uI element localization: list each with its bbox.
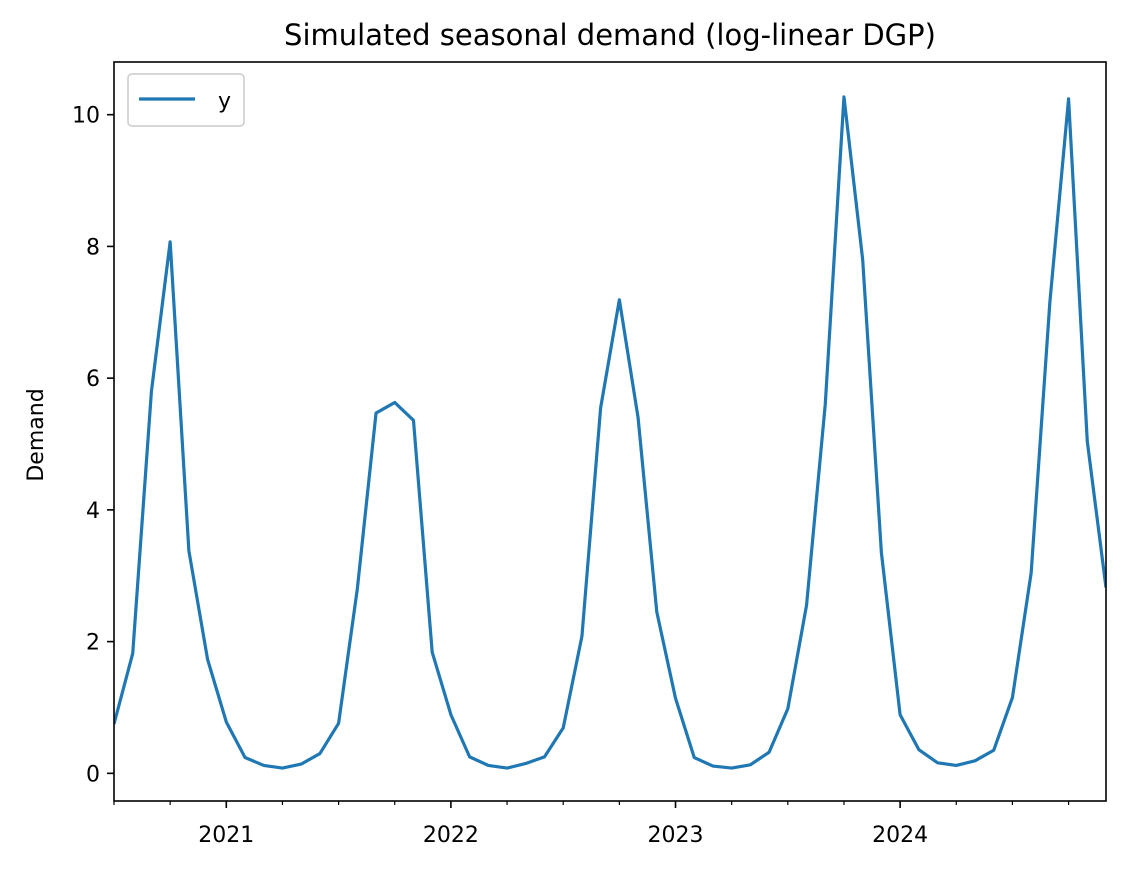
legend-label-y: y <box>218 89 231 114</box>
x-tick-label: 2024 <box>872 823 928 848</box>
y-tick-label: 6 <box>86 367 100 392</box>
legend: y <box>127 73 245 127</box>
y-tick-label: 2 <box>86 631 100 656</box>
y-tick-label: 0 <box>86 762 100 787</box>
y-tick-label: 4 <box>86 499 100 524</box>
x-tick-label: 2021 <box>198 823 254 848</box>
y-axis-label: Demand <box>24 388 49 481</box>
x-tick-label: 2023 <box>648 823 704 848</box>
chart-title: Simulated seasonal demand (log-linear DG… <box>284 18 936 52</box>
y-tick-label: 8 <box>86 235 100 260</box>
series-line-y <box>114 95 1106 770</box>
plot-area <box>114 95 1106 770</box>
y-tick-label: 10 <box>72 104 100 129</box>
x-tick-label: 2022 <box>423 823 479 848</box>
plot-frame <box>113 61 1107 802</box>
axis-ticks: 0 2 4 6 8 10 2021 2022 2023 2024 <box>72 104 1070 848</box>
